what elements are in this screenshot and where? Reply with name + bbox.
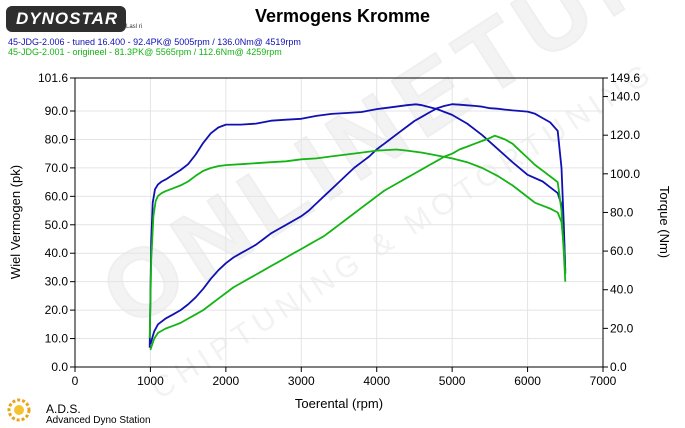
chart-title: Vermogens Kromme [254,6,431,26]
legend-entry-tuned: 45-JDG-2.006 - tuned 16.400 - 92.4PK@ 50… [8,37,301,47]
left-axis-label: Wiel Vermogen (pk) [8,165,23,279]
right-tick-label-2: 40.0 [610,283,634,297]
x-tick-label-2: 2000 [213,374,240,388]
right-tick-label-4: 80.0 [610,205,634,219]
left-tick-label-4: 40.0 [45,246,69,260]
left-tick-label-5: 50.0 [45,218,69,232]
left-tick-label-10: 101.6 [38,71,68,85]
series-0-power-line [149,103,567,345]
left-tick-label-9: 90.0 [45,104,69,118]
x-axis-ticks: 0 1000 2000 3000 4000 5000 6000 7000 [72,367,617,388]
left-tick-label-1: 10.0 [45,332,69,346]
right-tick-label-6: 120.0 [610,128,640,142]
right-axis-label: Torque (Nm) [657,186,672,258]
legend-entry-original: 45-JDG-2.001 - origineel - 81.3PK@ 5565r… [8,47,282,57]
plot-lines [148,103,567,351]
watermark: ONLINETUNED CHIPTUNING & MOTORTUNING [82,0,685,406]
right-tick-label-5: 100.0 [610,167,640,181]
right-tick-label-1: 20.0 [610,321,634,335]
x-tick-label-3: 3000 [288,374,315,388]
series-0-torque-line [148,103,567,348]
right-tick-label-7: 140.0 [610,90,640,104]
x-tick-label-7: 7000 [590,374,617,388]
left-tick-label-0: 0.0 [51,360,68,374]
logo-text: DYNOSTAR [16,9,119,28]
ads-name: A.D.S. [46,402,81,416]
right-tick-label-0: 0.0 [610,360,627,374]
left-axis-ticks: 0.0 10.0 20.0 30.0 40.0 50.0 60.0 70.0 80.0 90.0 1… [38,71,75,374]
right-axis-ticks: 0.0 20.0 40.0 60.0 80.0 100.0 120.0 140.0 149.6 [603,71,640,374]
left-tick-label-6: 60.0 [45,189,69,203]
x-axis-label: Toerental (rpm) [295,396,383,411]
left-tick-label-7: 70.0 [45,161,69,175]
x-tick-label-4: 4000 [363,374,390,388]
x-tick-label-5: 5000 [439,374,466,388]
ads-logo-icon [7,398,31,422]
dynostar-logo: DYNOSTAR [6,6,126,32]
x-tick-label-1: 1000 [137,374,164,388]
logo-subtext: Lasl ri [126,24,143,30]
series-1-torque-line [148,148,567,339]
series-1-power-line [149,134,567,351]
right-tick-label-3: 60.0 [610,244,634,258]
x-tick-label-6: 6000 [514,374,541,388]
ads-subtitle: Advanced Dyno Station [46,415,151,426]
left-tick-label-3: 30.0 [45,275,69,289]
left-tick-label-8: 80.0 [45,132,69,146]
right-tick-label-8: 149.6 [610,71,640,85]
left-tick-label-2: 20.0 [45,303,69,317]
x-tick-label-0: 0 [72,374,79,388]
plot-frame [74,77,604,368]
